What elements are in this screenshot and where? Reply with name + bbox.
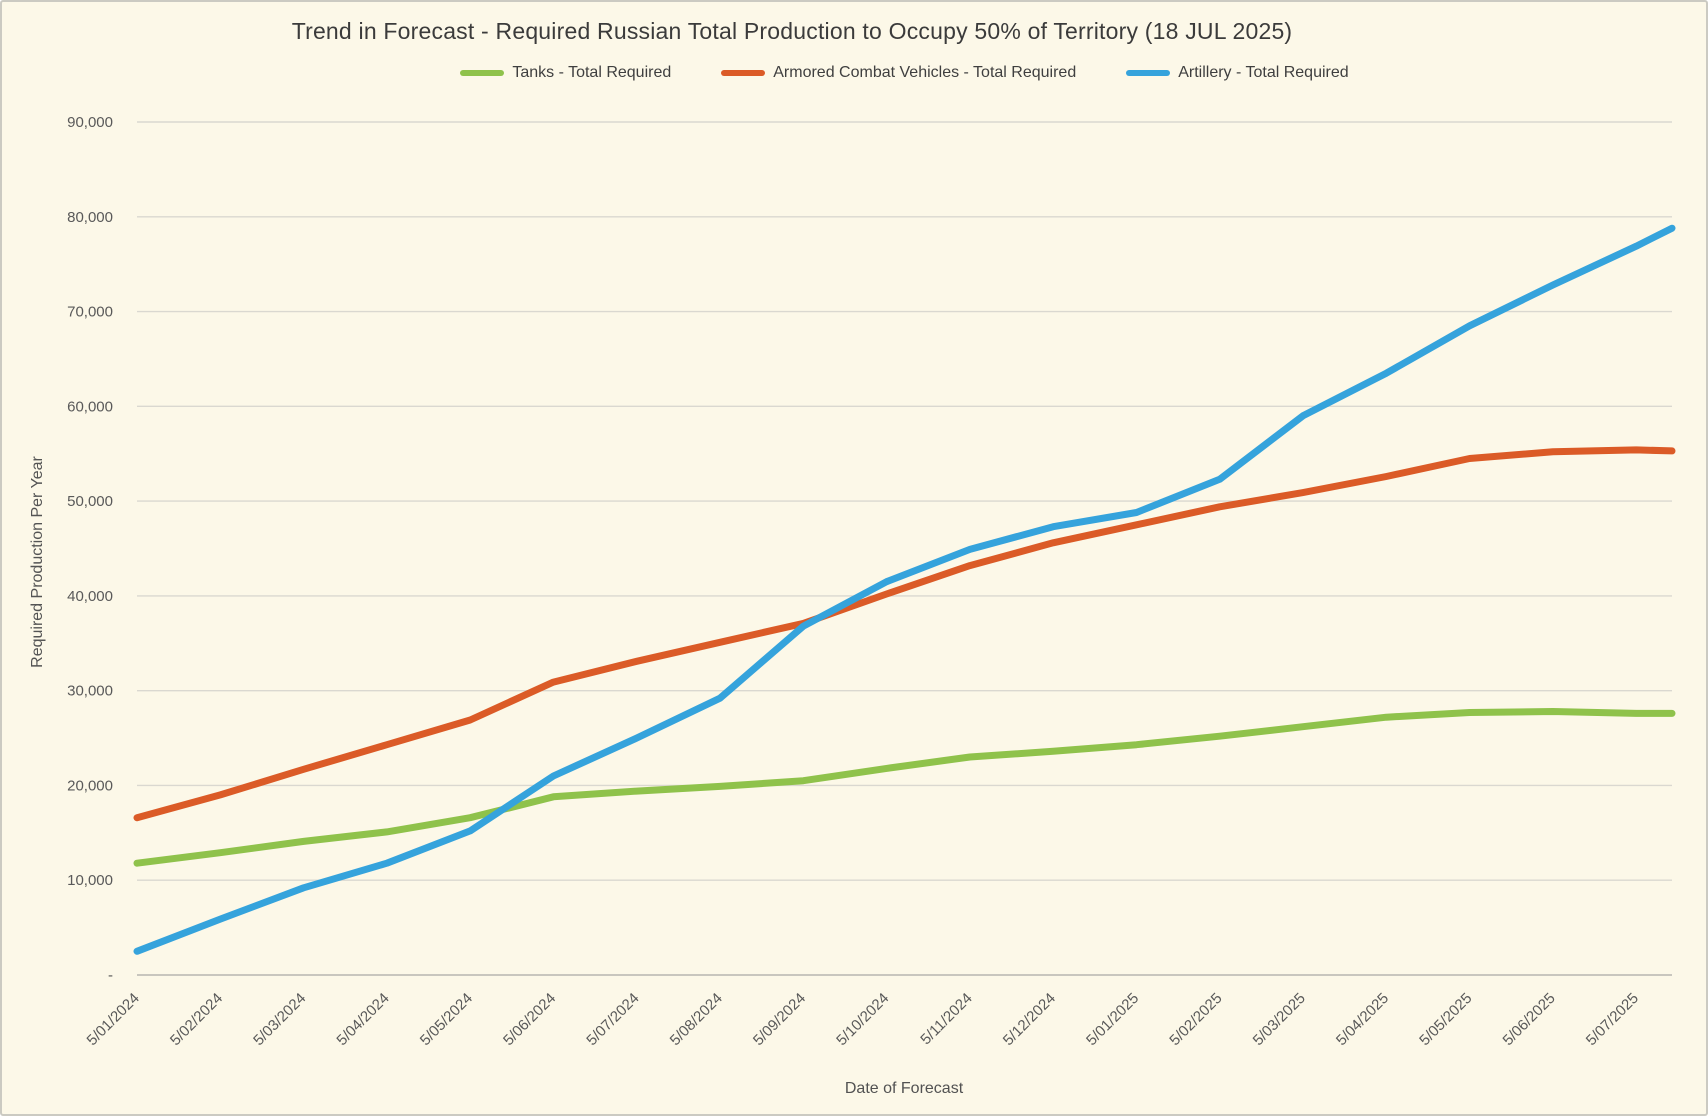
series-line-0 <box>133 708 1676 867</box>
x-tick-label: 5/05/2024 <box>417 990 476 1049</box>
x-tick-label: 5/12/2024 <box>1000 990 1059 1049</box>
armored-combat-vehicles-series-swatch <box>721 70 766 76</box>
x-tick-label: 5/03/2024 <box>250 990 309 1049</box>
x-tick-label: 5/04/2025 <box>1333 990 1392 1049</box>
x-tick-label: 5/05/2025 <box>1416 990 1475 1049</box>
x-tick-label: 5/01/2025 <box>1083 990 1142 1049</box>
legend-item-artillery: Artillery - Total Required <box>1126 64 1349 82</box>
y-tick-label: 60,000 <box>67 398 113 415</box>
x-tick-label: 5/08/2024 <box>667 990 726 1049</box>
x-tick-label: 5/02/2025 <box>1166 990 1225 1049</box>
y-tick-label: - <box>108 967 113 984</box>
x-tick-label: 5/04/2024 <box>333 990 392 1049</box>
legend-label-tanks: Tanks - Total Required <box>512 64 672 81</box>
x-tick-label: 5/10/2024 <box>833 990 892 1049</box>
legend: Tanks - Total Required Armored Combat Ve… <box>137 64 1672 82</box>
y-tick-label: 70,000 <box>67 304 113 321</box>
y-axis-title: Required Production Per Year <box>29 456 46 668</box>
x-axis-title: Date of Forecast <box>844 1080 964 1097</box>
legend-label-armored-combat-vehicles: Armored Combat Vehicles - Total Required <box>773 64 1077 81</box>
legend-label-artillery: Artillery - Total Required <box>1178 64 1349 81</box>
tanks-series-swatch <box>460 70 505 76</box>
legend-item-tanks: Tanks - Total Required <box>460 64 671 82</box>
chart-title: Trend in Forecast - Required Russian Tot… <box>291 18 1293 44</box>
y-tick-label: 10,000 <box>67 872 113 889</box>
artillery-series-swatch <box>1126 70 1171 76</box>
legend-item-armored-combat-vehicles: Armored Combat Vehicles - Total Required <box>721 64 1076 82</box>
x-tick-label: 5/02/2024 <box>167 990 226 1049</box>
series-line-1 <box>133 446 1676 822</box>
series-line-2 <box>133 224 1676 955</box>
y-tick-label: 50,000 <box>67 493 113 510</box>
y-tick-label: 80,000 <box>67 209 113 226</box>
x-tick-label: 5/09/2024 <box>750 990 809 1049</box>
y-tick-label: 30,000 <box>67 683 113 700</box>
x-tick-label: 5/06/2024 <box>500 990 559 1049</box>
x-tick-label: 5/03/2025 <box>1250 990 1309 1049</box>
x-tick-label: 5/06/2025 <box>1500 990 1559 1049</box>
x-tick-label: 5/11/2024 <box>917 990 975 1048</box>
y-tick-label: 90,000 <box>67 114 113 131</box>
x-tick-label: 5/07/2024 <box>583 990 642 1049</box>
y-tick-label: 40,000 <box>67 588 113 605</box>
x-tick-label: 5/01/2024 <box>84 990 143 1049</box>
x-tick-label: 5/07/2025 <box>1583 990 1642 1049</box>
y-tick-label: 20,000 <box>67 777 113 794</box>
